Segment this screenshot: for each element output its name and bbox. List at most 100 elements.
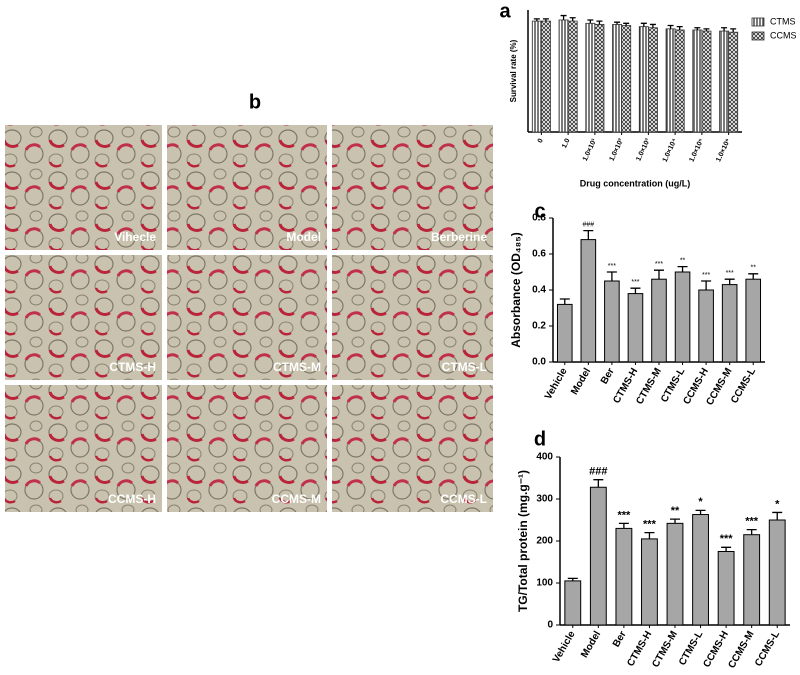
bar	[585, 22, 596, 133]
error-bar	[559, 298, 570, 305]
error-bar	[630, 287, 641, 294]
micrograph-caption: CTMS-L	[442, 360, 487, 374]
y-tick-label: 0.2	[532, 321, 546, 332]
error-bar	[772, 511, 783, 520]
micrograph	[167, 385, 327, 512]
error-bar	[618, 522, 629, 529]
significance-label: ***	[745, 516, 759, 528]
error-bar	[670, 518, 680, 524]
micrograph-caption: CTMS-M	[273, 360, 321, 374]
y-tick-label: 0.6	[532, 249, 546, 260]
legend-label: CCMS	[770, 30, 797, 40]
error-bar	[587, 19, 594, 24]
x-tick-label: Ber	[599, 366, 617, 386]
micrograph-caption: Vihecle	[114, 230, 156, 244]
x-tick-label: CTMS-H	[625, 629, 654, 668]
error-bar	[721, 546, 732, 552]
significance-label: **	[680, 257, 686, 264]
bar	[692, 514, 709, 626]
error-bar	[569, 17, 576, 22]
bar	[621, 25, 632, 133]
bar	[641, 538, 658, 626]
panel-label: a	[499, 0, 511, 22]
micrograph	[332, 255, 493, 380]
bar	[674, 29, 685, 133]
significance-label: ***	[726, 270, 734, 277]
bar	[556, 303, 573, 363]
error-bar	[614, 21, 621, 25]
micrograph-caption: CCMS-H	[108, 492, 156, 506]
micrograph	[5, 385, 162, 512]
x-tick-label: Vehicle	[551, 629, 578, 665]
micrograph	[167, 125, 327, 250]
bar	[701, 30, 712, 133]
y-axis-label: Survival rate (%)	[509, 39, 518, 102]
micrograph	[332, 125, 493, 250]
bar	[665, 28, 676, 133]
x-tick-label: 1.0×10⁶	[715, 138, 732, 163]
error-bar	[695, 509, 706, 515]
error-bar	[542, 18, 549, 22]
y-axis-label: TG/Total protein (mg.g⁻¹)	[516, 470, 530, 612]
bar	[717, 551, 735, 626]
bar	[674, 271, 691, 363]
x-tick-label: Ber	[611, 629, 629, 649]
bar	[567, 20, 578, 133]
x-tick-label: 0	[537, 138, 545, 145]
significance-label: *	[775, 498, 780, 510]
significance-label: ***	[631, 279, 639, 286]
bar	[638, 26, 649, 133]
error-bar	[748, 273, 759, 280]
x-tick-label: Vehicle	[543, 366, 570, 402]
error-bar	[694, 27, 701, 30]
error-bar	[746, 529, 757, 535]
significance-label: ***	[655, 261, 663, 268]
significance-label: *	[698, 496, 703, 508]
bar	[728, 31, 739, 133]
error-bar	[721, 27, 728, 32]
error-bar	[644, 531, 655, 539]
error-bar	[703, 28, 710, 32]
significance-label: **	[750, 265, 756, 272]
y-tick-label: 0.0	[532, 357, 546, 368]
x-tick-label: 1.0×10⁵	[688, 138, 705, 164]
y-axis-label: Absorbance (OD₄₈₅)	[509, 232, 523, 348]
bar	[589, 486, 607, 626]
legend-swatch	[751, 17, 765, 27]
error-bar	[593, 479, 604, 488]
micrograph	[167, 255, 327, 380]
legend-swatch	[751, 31, 765, 41]
micrograph	[332, 385, 493, 512]
micrograph-caption: Model	[286, 230, 321, 244]
error-bar	[606, 271, 617, 281]
x-tick-label: Model	[569, 366, 593, 397]
x-tick-label: CTMS-L	[677, 629, 705, 667]
error-bar	[596, 20, 603, 25]
x-tick-label: Model	[579, 629, 603, 660]
micrograph	[5, 255, 162, 380]
y-tick-label: 100	[536, 578, 553, 589]
micrograph-caption: CCMS-M	[272, 492, 321, 506]
significance-label: ###	[589, 466, 607, 478]
error-bar	[667, 24, 674, 29]
x-tick-label: 1.0	[561, 138, 572, 150]
error-bar	[623, 22, 630, 26]
bar	[721, 284, 738, 363]
bar	[615, 527, 633, 626]
significance-label: ***	[720, 533, 734, 545]
panel-label: c	[534, 200, 545, 222]
micrograph	[5, 125, 162, 250]
bar	[604, 280, 620, 363]
error-bar	[567, 577, 578, 581]
bar	[580, 239, 597, 363]
y-tick-label: 200	[536, 536, 553, 547]
bar	[647, 27, 658, 133]
significance-label: ***	[608, 263, 616, 270]
x-tick-label: 1.0×10¹	[582, 137, 599, 162]
bar	[666, 522, 684, 626]
bar	[540, 20, 551, 133]
error-bar	[640, 22, 647, 27]
error-bar	[701, 280, 712, 290]
error-bar	[649, 23, 656, 28]
